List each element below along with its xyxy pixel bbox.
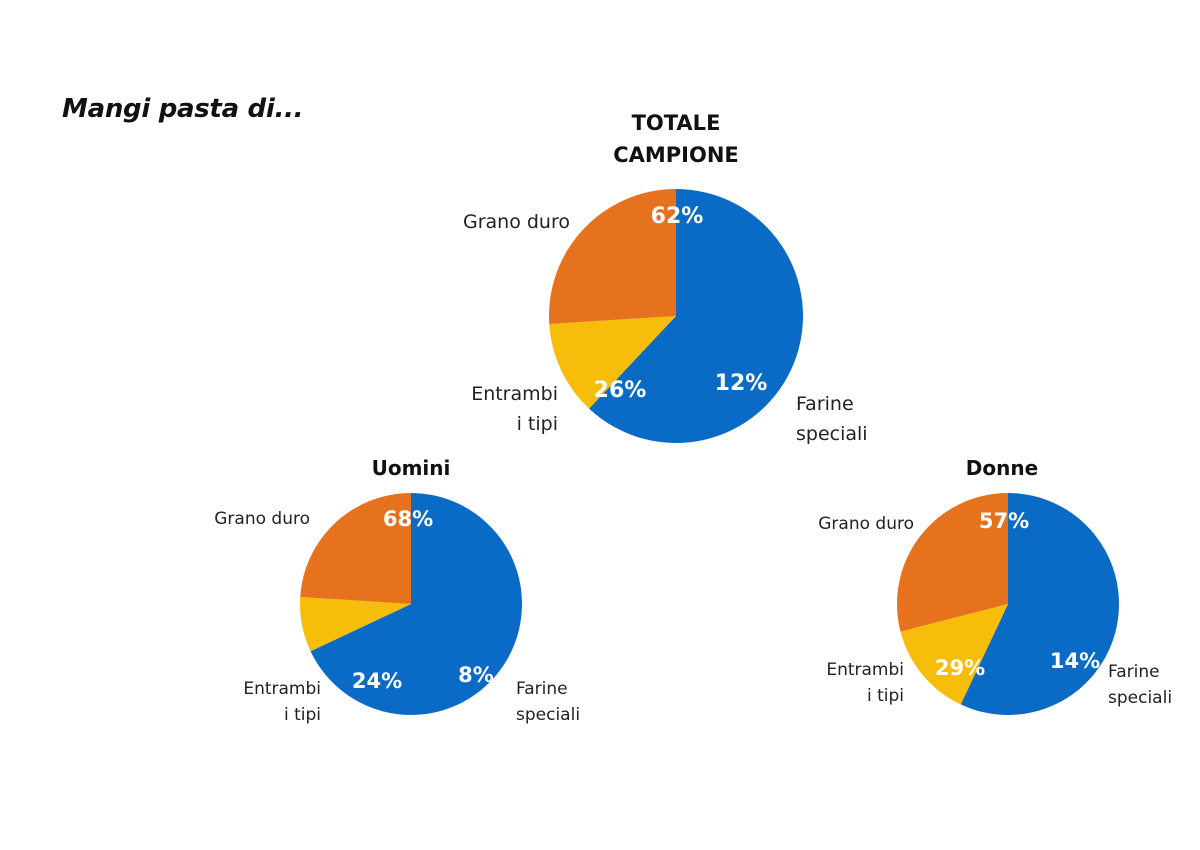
pie-slice-grano-duro	[960, 493, 1119, 715]
pie-slice-farine-speciali	[900, 604, 1008, 705]
pie-slice-farine-speciali	[300, 597, 411, 652]
chart-title: Donne	[966, 456, 1038, 480]
slice-label-grano-duro: Grano duro	[463, 211, 570, 233]
data-label-entrambi-i-tipi: 24%	[352, 669, 402, 693]
chart-title: Uomini	[372, 456, 451, 480]
data-label-grano-duro: 57%	[979, 509, 1029, 533]
pie-slice-grano-duro	[589, 189, 804, 444]
slice-label-entrambi-i-tipi: Entrambi i tipi	[471, 383, 558, 435]
page-title: Mangi pasta di...	[62, 94, 304, 124]
data-label-entrambi-i-tipi: 26%	[594, 378, 647, 403]
pie-chart-0: TOTALE CAMPIONE Grano duro Farine speciali En…	[463, 111, 868, 445]
pie-slice-entrambi-i-tipi	[300, 493, 411, 604]
pie-slice-entrambi-i-tipi	[549, 189, 676, 324]
pie-slice-grano-duro	[310, 493, 522, 716]
chart-title: TOTALE CAMPIONE	[613, 111, 739, 167]
pie-slice-entrambi-i-tipi	[897, 493, 1008, 632]
data-label-grano-duro: 68%	[383, 507, 433, 531]
slice-label-grano-duro: Grano duro	[818, 514, 914, 534]
data-label-entrambi-i-tipi: 29%	[935, 656, 985, 680]
pie-chart-1: Uomini Grano duro Farine speciali Entrambi i …	[214, 456, 580, 725]
pie-slice-farine-speciali	[549, 316, 676, 409]
data-label-farine-speciali: 12%	[715, 371, 768, 396]
data-label-farine-speciali: 8%	[458, 663, 494, 687]
slice-label-entrambi-i-tipi: Entrambi i tipi	[243, 679, 321, 725]
slice-label-farine-speciali: Farine speciali	[796, 393, 868, 445]
slice-label-entrambi-i-tipi: Entrambi i tipi	[826, 660, 904, 706]
data-label-grano-duro: 62%	[651, 204, 704, 229]
pie-chart-2: Donne Grano duro Farine speciali Entrambi i t…	[818, 456, 1172, 715]
slice-label-farine-speciali: Farine speciali	[516, 679, 580, 725]
data-label-farine-speciali: 14%	[1050, 649, 1100, 673]
slice-label-grano-duro: Grano duro	[214, 509, 310, 529]
slice-label-farine-speciali: Farine speciali	[1108, 662, 1172, 708]
